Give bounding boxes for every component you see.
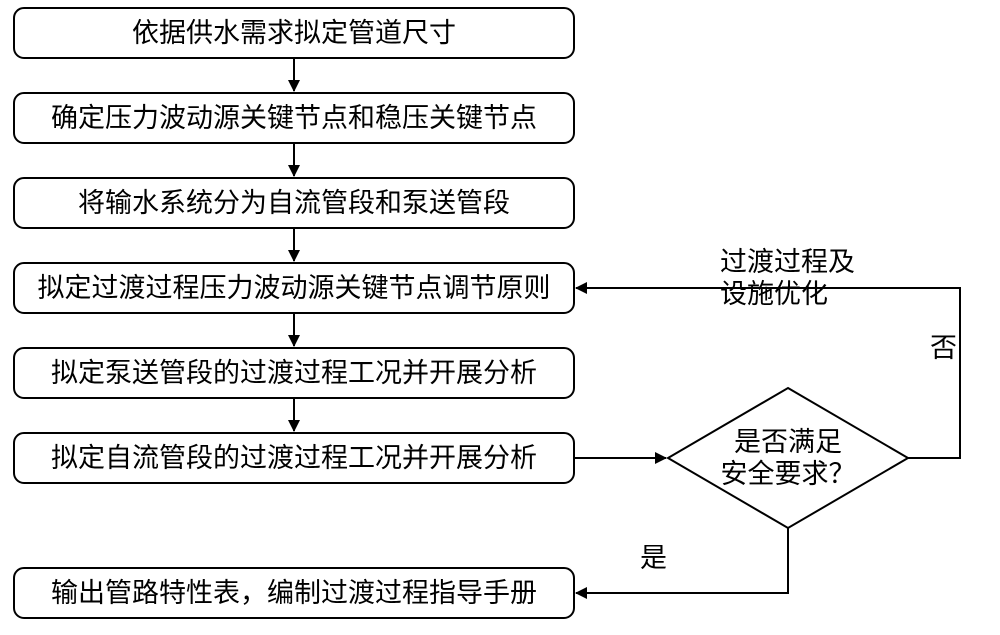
box-2-label: 确定压力波动源关键节点和稳压关键节点 [51, 103, 537, 133]
yes-label: 是 [640, 543, 667, 573]
process-box-7: 输出管路特性表，编制过渡过程指导手册 [14, 568, 574, 618]
decision-line1: 是否满足 [734, 427, 842, 457]
flowchart-canvas: 依据供水需求拟定管道尺寸 确定压力波动源关键节点和稳压关键节点 将输水系统分为自… [0, 0, 1000, 635]
process-box-4: 拟定过渡过程压力波动源关键节点调节原则 [14, 263, 574, 313]
decision-line2: 安全要求？ [721, 459, 856, 489]
process-box-3: 将输水系统分为自流管段和泵送管段 [14, 178, 574, 228]
box-6-label: 拟定自流管段的过渡过程工况并开展分析 [51, 443, 537, 473]
box-3-label: 将输水系统分为自流管段和泵送管段 [78, 188, 510, 218]
box-5-label: 拟定泵送管段的过渡过程工况并开展分析 [51, 358, 537, 388]
feedback-label-line1: 过渡过程及 [720, 247, 855, 277]
process-box-1: 依据供水需求拟定管道尺寸 [14, 8, 574, 58]
process-box-2: 确定压力波动源关键节点和稳压关键节点 [14, 93, 574, 143]
decision-diamond: 是否满足 安全要求？ [668, 388, 908, 528]
box-1-label: 依据供水需求拟定管道尺寸 [132, 18, 456, 48]
box-4-label: 拟定过渡过程压力波动源关键节点调节原则 [38, 273, 551, 303]
box-7-label: 输出管路特性表，编制过渡过程指导手册 [51, 578, 537, 608]
process-box-6: 拟定自流管段的过渡过程工况并开展分析 [14, 433, 574, 483]
feedback-label-line2: 设施优化 [720, 279, 828, 309]
process-box-5: 拟定泵送管段的过渡过程工况并开展分析 [14, 348, 574, 398]
arrow-decision-yes [576, 528, 788, 593]
no-label: 否 [930, 333, 957, 363]
